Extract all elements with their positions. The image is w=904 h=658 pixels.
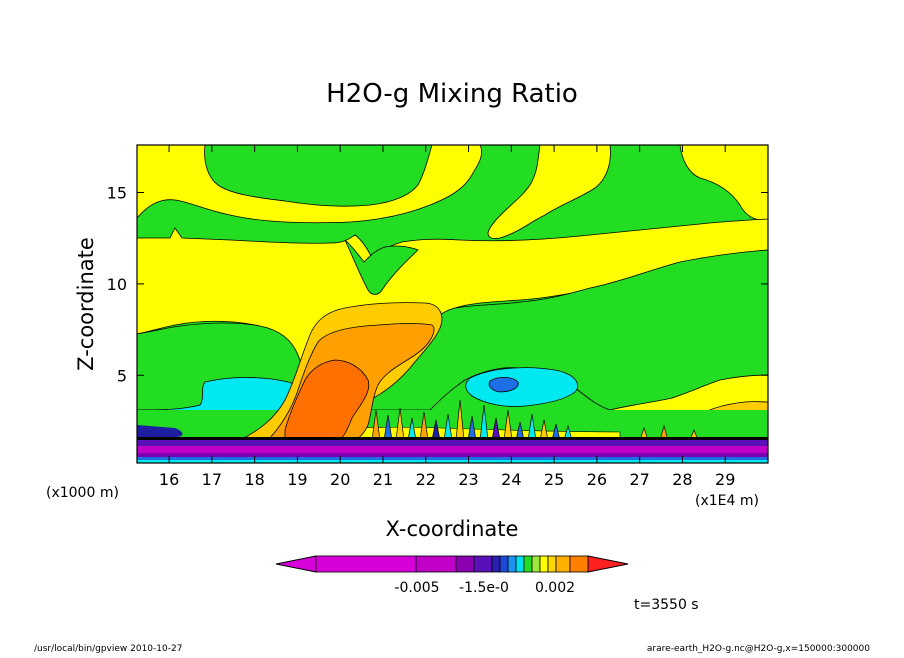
colorbar-label-0: -0.005 (394, 580, 439, 596)
colorbar-label-1: -1.5e-0 (459, 580, 509, 596)
x-tick-label: 20 (330, 470, 350, 489)
plot-frame (136, 144, 769, 464)
colorbar-segment (499, 555, 509, 573)
y-tick-label: 15 (107, 184, 127, 203)
x-tick-label: 22 (416, 470, 436, 489)
colorbar-extend-left (275, 555, 317, 573)
colorbar-segment (507, 555, 517, 573)
ground-navy-left (137, 425, 183, 437)
region-green-notch (344, 239, 419, 295)
colorbar-segment (547, 555, 557, 573)
x-tick-label: 19 (287, 470, 307, 489)
colorbar-segment (491, 555, 501, 573)
ground-blue (137, 457, 768, 460)
x-unit-right: (x1E4 m) (695, 493, 759, 509)
x-tick-label: 24 (501, 470, 521, 489)
region-yellow-upper-right (487, 145, 611, 239)
x-tick-label: 25 (544, 470, 564, 489)
footer-right: arare-earth_H2O-g.nc@H2O-g,x=150000:3000… (647, 644, 870, 654)
x-tick-label: 26 (587, 470, 607, 489)
colorbar-segment (531, 555, 541, 573)
colorbar-extend-right (587, 555, 629, 573)
x-tick-label: 21 (373, 470, 393, 489)
x-tick-label: 23 (458, 470, 478, 489)
ground-cyan (137, 460, 768, 463)
x-unit-left: (x1000 m) (46, 485, 119, 501)
x-tick-label: 28 (672, 470, 692, 489)
colorbar-segment (523, 555, 533, 573)
x-axis-ticks: 16 17 18 19 20 21 22 23 24 25 26 27 28 29 (159, 145, 735, 489)
colorbar-segment (555, 555, 571, 573)
ground-purple (137, 453, 768, 457)
x-axis-label: X-coordinate (386, 517, 519, 541)
region-yellow-upper-left (137, 145, 483, 224)
x-tick-label: 29 (715, 470, 735, 489)
contour-field (137, 145, 768, 463)
region-dark-orange-core (284, 359, 370, 441)
region-blue-right (488, 376, 519, 393)
x-tick-label: 27 (629, 470, 649, 489)
ground-magenta (137, 446, 768, 453)
colorbar-segment (539, 555, 549, 573)
colorbar (275, 555, 629, 573)
footer-left: /usr/local/bin/gpview 2010-10-27 (34, 644, 182, 654)
ground-black-line (137, 437, 768, 440)
ground-violet (137, 440, 768, 446)
y-tick-label: 5 (117, 366, 127, 385)
y-axis-ticks: 5 10 15 (107, 184, 768, 385)
colorbar-segment (315, 555, 417, 573)
y-axis-label: Z-coordinate (74, 237, 98, 371)
y-tick-label: 10 (107, 275, 127, 294)
colorbar-segment (455, 555, 475, 573)
time-label: t=3550 s (634, 597, 699, 613)
colorbar-label-2: 0.002 (535, 580, 575, 596)
colorbar-segment (473, 555, 493, 573)
x-tick-label: 16 (159, 470, 179, 489)
colorbar-segment (569, 555, 589, 573)
region-cyan-right (465, 367, 579, 407)
x-tick-label: 18 (244, 470, 264, 489)
chart-title: H2O-g Mixing Ratio (326, 79, 578, 109)
colorbar-segment (515, 555, 525, 573)
colorbar-segment (415, 555, 457, 573)
x-tick-label: 17 (202, 470, 222, 489)
